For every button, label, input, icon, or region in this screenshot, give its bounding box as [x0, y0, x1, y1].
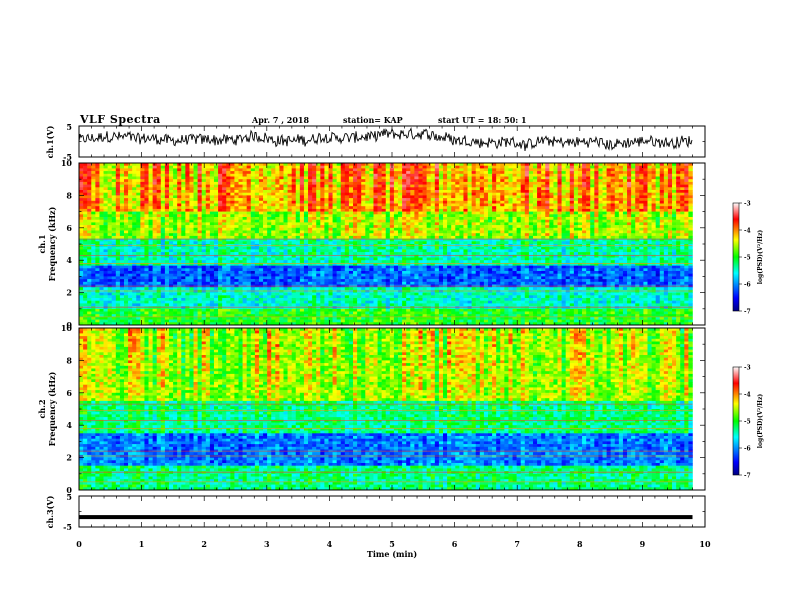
- xtick-label: 7: [514, 539, 520, 549]
- ch1-waveform-panel: 5 -5 ch.1(V): [45, 122, 706, 162]
- station-label: station= KAP: [343, 115, 403, 125]
- ch1-colorbar: [732, 202, 740, 312]
- ch1-ticks: [78, 125, 706, 158]
- ytick-label: 4: [66, 420, 72, 430]
- ch1-ytick-top: 5: [66, 122, 72, 132]
- colorbar-tick-label: -3: [744, 365, 751, 372]
- colorbar-tick-label: -4: [744, 392, 751, 399]
- xtick-label: 0: [76, 539, 82, 549]
- ch3-ytick-top: 5: [66, 492, 72, 502]
- ch1-spec-ylabel-top: ch.1: [37, 234, 47, 253]
- xtick-label: 3: [264, 539, 270, 549]
- xtick-label: 9: [640, 539, 646, 549]
- xtick-label: 1: [139, 539, 145, 549]
- date-label: Apr. 7 , 2018: [252, 115, 310, 125]
- ch1-spec-ticks: [78, 162, 706, 326]
- ch2-colorbar-label: log(PSD)(V²/Hz): [757, 394, 764, 449]
- xtick-label: 4: [327, 539, 333, 549]
- ytick-label: 2: [66, 288, 72, 298]
- ytick-label: 4: [66, 255, 72, 265]
- ytick-label: 6: [66, 388, 72, 398]
- colorbar-tick-label: -7: [744, 309, 751, 316]
- ch2-spec-ticks: [78, 327, 706, 491]
- ytick-label: 0: [66, 320, 72, 330]
- ch1-spec-ylabel: Frequency (kHz): [47, 206, 57, 281]
- colorbar-tick-label: -5: [744, 419, 751, 426]
- ch3-ytick-bottom: -5: [63, 522, 72, 532]
- colorbar-tick-label: -3: [744, 201, 751, 208]
- ytick-label: 8: [66, 355, 72, 365]
- ch3-ticks: [78, 495, 706, 528]
- xtick-label: 8: [577, 539, 583, 549]
- colorbar-tick-label: -6: [744, 282, 751, 289]
- colorbar-tick-label: -6: [744, 446, 751, 453]
- ch3-waveform-line: [79, 515, 693, 520]
- ch1-ylabel: ch.1(V): [45, 125, 55, 158]
- xtick-label: 10: [699, 539, 711, 549]
- ch2-spec-ylabel: Frequency (kHz): [47, 371, 57, 446]
- ytick-label: 10: [61, 323, 73, 333]
- ytick-label: 8: [66, 190, 72, 200]
- ch3-waveform-panel: 5 -5 ch.3(V) 0 1 2 3 4 5 6 7 8 9 10 Time (min): [45, 492, 711, 559]
- ch3-ylabel: ch.3(V): [45, 495, 55, 528]
- ytick-label: 2: [66, 453, 72, 463]
- ch2-spec-ylabel-top: ch.2: [37, 399, 47, 418]
- ytick-label: 10: [61, 158, 73, 168]
- ch2-spectrogram: [79, 328, 693, 491]
- colorbar-tick-label: -7: [744, 473, 751, 480]
- ytick-label: 6: [66, 223, 72, 233]
- xtick-label: 5: [389, 539, 395, 549]
- colorbar-tick-label: -4: [744, 228, 751, 235]
- ch1-ytick-bottom: -5: [63, 152, 72, 162]
- start-time-label: start UT = 18: 50: 1: [438, 115, 527, 125]
- xtick-label: 6: [452, 539, 458, 549]
- xtick-label: 2: [201, 539, 207, 549]
- chart-title: VLF Spectra: [80, 113, 161, 126]
- ch1-waveform-line: [78, 126, 693, 152]
- ch1-spectrogram: [79, 163, 693, 326]
- ch1-colorbar-label: log(PSD)(V²/Hz): [757, 230, 764, 285]
- colorbar-tick-label: -5: [744, 255, 751, 262]
- ytick-label: 0: [66, 485, 72, 495]
- ch2-colorbar: [732, 366, 740, 476]
- x-axis-label: Time (min): [367, 549, 417, 559]
